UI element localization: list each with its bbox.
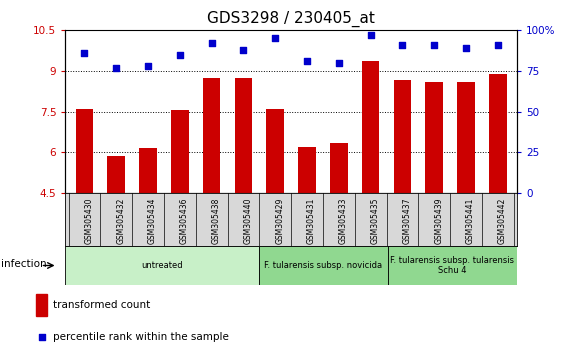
Text: GSM305430: GSM305430 <box>85 197 93 244</box>
Bar <box>298 147 316 193</box>
Bar <box>259 246 388 285</box>
Text: percentile rank within the sample: percentile rank within the sample <box>53 332 229 342</box>
Text: GSM305440: GSM305440 <box>244 197 252 244</box>
Bar <box>36 295 47 315</box>
Text: GSM305432: GSM305432 <box>116 197 125 244</box>
Text: GSM305436: GSM305436 <box>180 197 189 244</box>
Point <box>144 63 153 69</box>
Bar <box>394 80 411 193</box>
Text: F. tularensis subsp. novicida: F. tularensis subsp. novicida <box>264 261 382 270</box>
Text: transformed count: transformed count <box>53 300 150 310</box>
Point <box>461 45 470 51</box>
Bar <box>171 110 189 193</box>
Text: GSM305438: GSM305438 <box>212 197 220 244</box>
Bar <box>139 148 157 193</box>
Text: untreated: untreated <box>141 261 183 270</box>
Point <box>429 42 438 47</box>
Title: GDS3298 / 230405_at: GDS3298 / 230405_at <box>207 11 375 27</box>
Bar <box>362 61 379 193</box>
Bar <box>425 82 443 193</box>
Point <box>398 42 407 47</box>
Text: GSM305441: GSM305441 <box>466 197 475 244</box>
Text: GSM305429: GSM305429 <box>275 197 284 244</box>
Bar <box>76 109 93 193</box>
Text: infection: infection <box>1 258 47 269</box>
Bar <box>107 156 125 193</box>
Point <box>366 32 375 38</box>
Text: GSM305439: GSM305439 <box>434 197 443 244</box>
Point <box>112 65 121 70</box>
Text: GSM305442: GSM305442 <box>498 197 507 244</box>
Point <box>334 60 343 65</box>
Text: GSM305431: GSM305431 <box>307 197 316 244</box>
Bar <box>203 78 220 193</box>
Text: GSM305433: GSM305433 <box>339 197 348 244</box>
Point <box>176 52 185 57</box>
Text: F. tularensis subsp. tularensis
Schu 4: F. tularensis subsp. tularensis Schu 4 <box>390 256 515 275</box>
Point <box>239 47 248 52</box>
Bar <box>489 74 507 193</box>
Point <box>80 50 89 56</box>
Point <box>302 58 311 64</box>
Bar <box>388 246 517 285</box>
Point <box>207 40 216 46</box>
Bar <box>266 109 284 193</box>
Text: GSM305437: GSM305437 <box>402 197 411 244</box>
Bar <box>235 78 252 193</box>
Bar <box>65 246 259 285</box>
Bar <box>457 82 475 193</box>
Point <box>37 335 46 340</box>
Text: GSM305435: GSM305435 <box>370 197 379 244</box>
Point <box>271 35 280 41</box>
Bar <box>330 143 348 193</box>
Text: GSM305434: GSM305434 <box>148 197 157 244</box>
Point <box>493 42 502 47</box>
